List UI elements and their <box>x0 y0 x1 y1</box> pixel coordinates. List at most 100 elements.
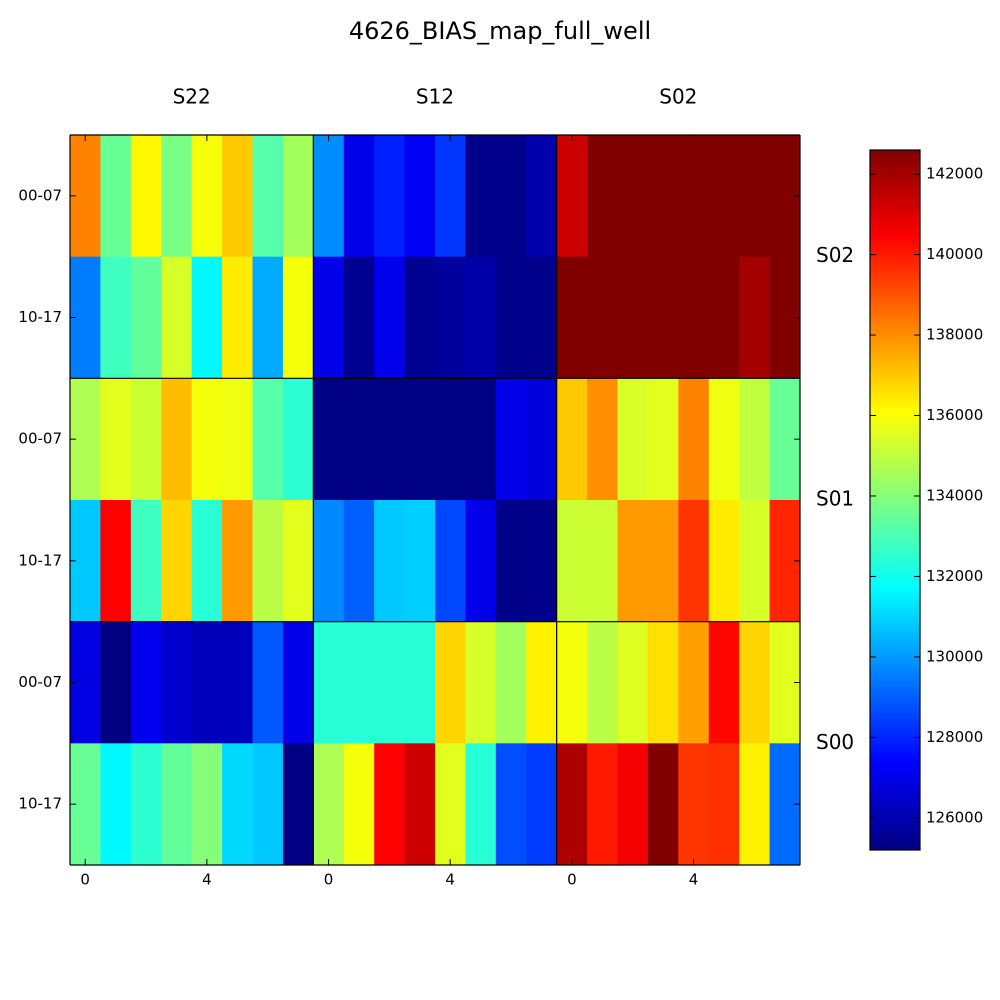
heatmap-cell <box>647 256 679 379</box>
heatmap-cell <box>130 621 162 744</box>
heatmap-cell <box>647 621 679 744</box>
colorbar-tick-label: 138000 <box>926 326 983 344</box>
heatmap-cell <box>130 135 162 258</box>
heatmap-cell <box>708 743 740 866</box>
colorbar-tick-label: 134000 <box>926 486 983 504</box>
heatmap-cell <box>526 256 558 379</box>
heatmap-cell <box>374 500 406 623</box>
y-tick-label: 00-07 <box>18 430 62 448</box>
heatmap-cell <box>647 500 679 623</box>
heatmap-cell <box>435 743 466 866</box>
heatmap-cell <box>191 743 223 866</box>
y-tick-label: 00-07 <box>18 186 62 204</box>
heatmap-cell <box>343 135 375 258</box>
heatmap-cell <box>678 500 710 623</box>
heatmap-cell <box>587 378 618 501</box>
heatmap-cell <box>495 621 527 744</box>
heatmap-cell <box>617 378 649 501</box>
heatmap-cell <box>222 743 253 866</box>
heatmap-cell <box>282 256 314 379</box>
y-tick-label: 10-17 <box>18 795 62 813</box>
heatmap-cell <box>100 135 132 258</box>
heatmap-cell <box>587 500 618 623</box>
heatmap-cell <box>252 743 284 866</box>
row-label: S01 <box>816 487 854 511</box>
heatmap-cell <box>678 621 710 744</box>
heatmap-cell <box>556 500 588 623</box>
heatmap-cell <box>739 743 771 866</box>
heatmap-cell <box>343 256 375 379</box>
heatmap-cell <box>222 135 253 258</box>
heatmap-cell <box>404 743 436 866</box>
heatmap-cell <box>465 743 497 866</box>
heatmap-cell <box>313 500 345 623</box>
heatmap-cell <box>435 500 466 623</box>
heatmap-cell <box>191 135 223 258</box>
heatmap-cell <box>374 256 406 379</box>
heatmap-cell <box>374 135 406 258</box>
heatmap-cell <box>404 135 436 258</box>
heatmap-cell <box>556 256 588 379</box>
heatmap-cell <box>708 256 740 379</box>
heatmap-cell <box>282 500 314 623</box>
heatmap-cell <box>100 378 132 501</box>
heatmap-cell <box>617 256 649 379</box>
heatmap-cell <box>191 378 223 501</box>
heatmap-cell <box>252 256 284 379</box>
column-label: S12 <box>416 85 454 109</box>
heatmap-cell <box>374 621 406 744</box>
heatmap-cell <box>343 743 375 866</box>
heatmap-cell <box>617 500 649 623</box>
heatmap-cell <box>100 500 132 623</box>
x-tick-label: 0 <box>80 871 90 889</box>
x-tick-label: 4 <box>689 871 699 889</box>
heatmap-cell <box>708 135 740 258</box>
heatmap-cell <box>404 256 436 379</box>
heatmap-cell <box>495 378 527 501</box>
heatmap-cell <box>435 621 466 744</box>
heatmap-cell <box>130 256 162 379</box>
heatmap-cell <box>222 378 253 501</box>
heatmap-cell <box>130 378 162 501</box>
heatmap-cell <box>404 621 436 744</box>
heatmap-cell <box>161 743 193 866</box>
chart-title: 4626_BIAS_map_full_well <box>349 17 651 45</box>
heatmap-cell <box>587 621 618 744</box>
colorbar-tick-label: 142000 <box>926 165 983 183</box>
heatmap-cell <box>526 743 558 866</box>
x-tick-label: 0 <box>567 871 577 889</box>
heatmap-cell <box>282 621 314 744</box>
heatmap-cell <box>556 378 588 501</box>
heatmap-cell <box>678 256 710 379</box>
heatmap-cell <box>313 743 345 866</box>
heatmap-cell <box>495 135 527 258</box>
y-tick-label: 00-07 <box>18 673 62 691</box>
heatmap-cell <box>343 500 375 623</box>
heatmap-cell <box>343 378 375 501</box>
heatmap-cell <box>161 500 193 623</box>
heatmap-cell <box>708 378 740 501</box>
heatmap-cell <box>739 135 771 258</box>
heatmap-cell <box>617 135 649 258</box>
heatmap-cell <box>647 378 679 501</box>
colorbar-tick-label: 132000 <box>926 567 983 585</box>
heatmap-cell <box>313 621 345 744</box>
heatmap-cell <box>252 500 284 623</box>
colorbar-tick-label: 128000 <box>926 728 983 746</box>
heatmap-cell <box>556 743 588 866</box>
heatmap-cell <box>435 378 466 501</box>
heatmap-cell <box>191 500 223 623</box>
heatmap-cell <box>465 256 497 379</box>
heatmap-cell <box>191 621 223 744</box>
heatmap-cell <box>465 135 497 258</box>
heatmap-cell <box>404 378 436 501</box>
heatmap-cell <box>191 256 223 379</box>
x-tick-label: 4 <box>445 871 455 889</box>
heatmap-cell <box>465 500 497 623</box>
row-label: S02 <box>816 243 854 267</box>
row-label: S00 <box>816 730 854 754</box>
heatmap-cell <box>617 621 649 744</box>
heatmap-cell <box>495 500 527 623</box>
heatmap-cell <box>161 135 193 258</box>
